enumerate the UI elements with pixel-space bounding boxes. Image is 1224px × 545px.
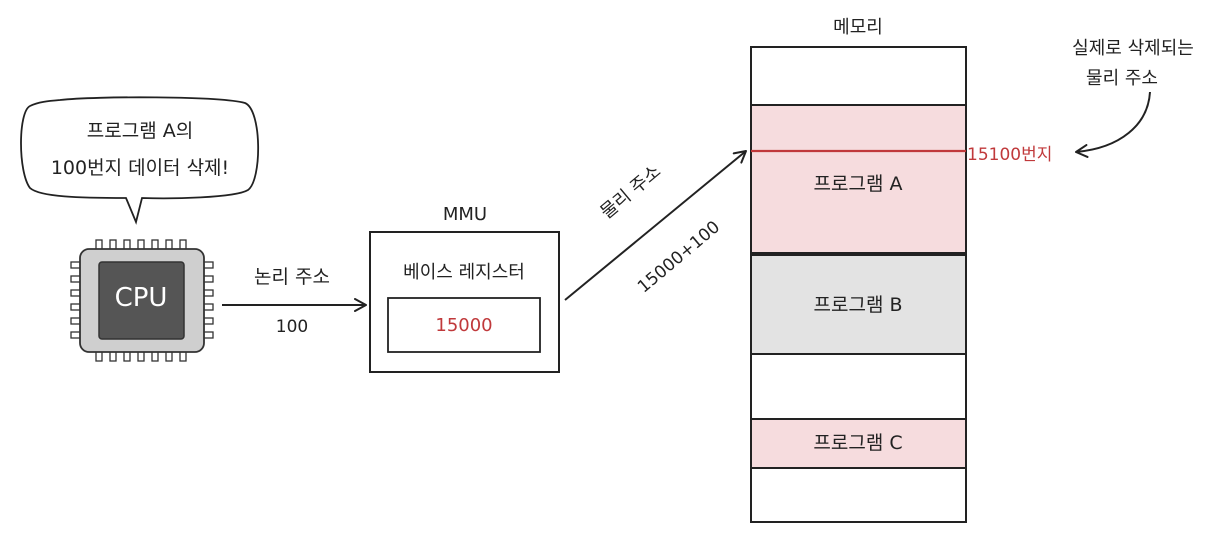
physical-address-arrow — [564, 150, 747, 301]
annotation-line2: 물리 주소 — [1086, 68, 1158, 89]
logical-address-label: 논리 주소 — [254, 266, 330, 288]
segment-program-a-label: 프로그램 A — [813, 173, 903, 195]
memory-block — [750, 46, 967, 523]
base-register-label: 베이스 레지스터 — [403, 262, 525, 283]
cpu-chip — [70, 239, 214, 362]
speech-text-line1: 프로그램 A의 — [86, 120, 194, 142]
base-register-value: 15000 — [435, 315, 493, 336]
segment-program-c — [750, 418, 967, 469]
annotation-arrow — [1075, 91, 1151, 158]
annotation-line1: 실제로 삭제되는 — [1072, 38, 1194, 59]
logical-address-value: 100 — [275, 317, 309, 337]
speech-bubble — [20, 96, 260, 225]
segment-program-b — [750, 254, 967, 355]
target-address-label: 15100번지 — [967, 145, 1053, 165]
mmu-title: MMU — [442, 204, 488, 225]
segment-program-b-label: 프로그램 B — [813, 294, 903, 316]
segment-program-c-label: 프로그램 C — [813, 432, 903, 454]
base-register-box — [387, 297, 541, 353]
memory-title: 메모리 — [833, 17, 883, 38]
segment-program-a — [750, 104, 967, 254]
speech-text-line2: 100번지 데이터 삭제! — [50, 157, 230, 179]
cpu-label: CPU — [114, 283, 168, 313]
